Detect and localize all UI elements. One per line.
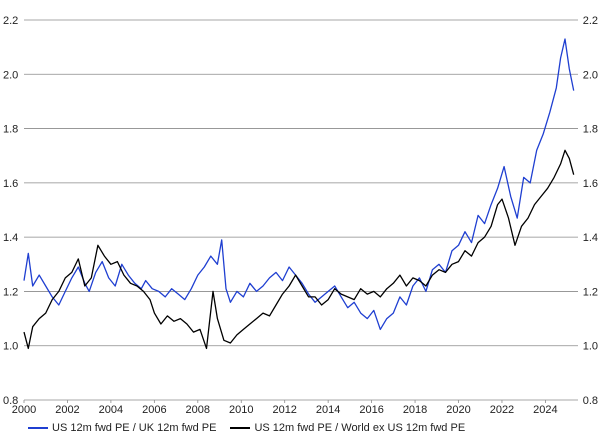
- legend-label-us-uk: US 12m fwd PE / UK 12m fwd PE: [52, 422, 217, 434]
- y-tick-label-left: 2.2: [3, 15, 18, 27]
- x-tick-label: 2014: [316, 404, 340, 416]
- y-tick-label-right: 1.6: [583, 178, 598, 190]
- x-tick-label: 2010: [229, 404, 253, 416]
- x-tick-label: 2024: [533, 404, 557, 416]
- y-tick-label-right: 0.8: [583, 395, 598, 407]
- y-tick-label-right: 2.0: [583, 69, 598, 81]
- x-tick-label: 2006: [142, 404, 166, 416]
- legend-item-us-uk: US 12m fwd PE / UK 12m fwd PE: [28, 422, 216, 434]
- y-tick-label-right: 1.0: [583, 341, 598, 353]
- y-tick-label-left: 1.0: [3, 341, 18, 353]
- legend-swatch-us-uk: [28, 427, 48, 429]
- legend-item-us-world-ex-us: US 12m fwd PE / World ex US 12m fwd PE: [230, 422, 465, 434]
- y-tick-label-left: 1.8: [3, 124, 18, 136]
- y-tick-label-left: 0.8: [3, 395, 18, 407]
- y-axis-left: 0.8 1.0 1.2 1.4 1.6 1.8 2.0 2.2: [3, 15, 18, 407]
- x-tick-label: 2016: [359, 404, 383, 416]
- legend-label-us-world-ex-us: US 12m fwd PE / World ex US 12m fwd PE: [254, 422, 466, 434]
- y-tick-label-left: 1.4: [3, 232, 18, 244]
- y-tick-label-right: 2.2: [583, 15, 598, 27]
- y-tick-label-right: 1.4: [583, 232, 598, 244]
- gridlines: [24, 19, 578, 401]
- y-tick-label-right: 1.2: [583, 286, 598, 298]
- x-tick-label: 2002: [55, 404, 79, 416]
- series-line-0: [23, 38, 575, 331]
- x-tick-label: 2004: [99, 404, 123, 416]
- y-tick-label-right: 1.8: [583, 124, 598, 136]
- x-tick-label: 2022: [490, 404, 514, 416]
- x-axis: 2000 2002 2004 2006 2008 2010 2012 2014 2016 2018…: [12, 400, 558, 416]
- y-axis-right: 0.8 1.0 1.2 1.4 1.6 1.8 2.0 2.2: [583, 15, 598, 407]
- series-lines: [23, 38, 575, 350]
- x-tick-label: 2018: [403, 404, 427, 416]
- y-tick-label-left: 1.6: [3, 178, 18, 190]
- x-tick-label: 2000: [12, 404, 36, 416]
- legend-swatch-us-world-ex-us: [230, 427, 251, 429]
- series-line-1: [23, 149, 575, 350]
- legend: US 12m fwd PE / UK 12m fwd PE US 12m fwd…: [28, 420, 479, 436]
- x-tick-label: 2020: [446, 404, 470, 416]
- x-tick-label: 2008: [186, 404, 210, 416]
- x-tick-label: 2012: [272, 404, 296, 416]
- y-tick-label-left: 2.0: [3, 69, 18, 81]
- y-tick-label-left: 1.2: [3, 286, 18, 298]
